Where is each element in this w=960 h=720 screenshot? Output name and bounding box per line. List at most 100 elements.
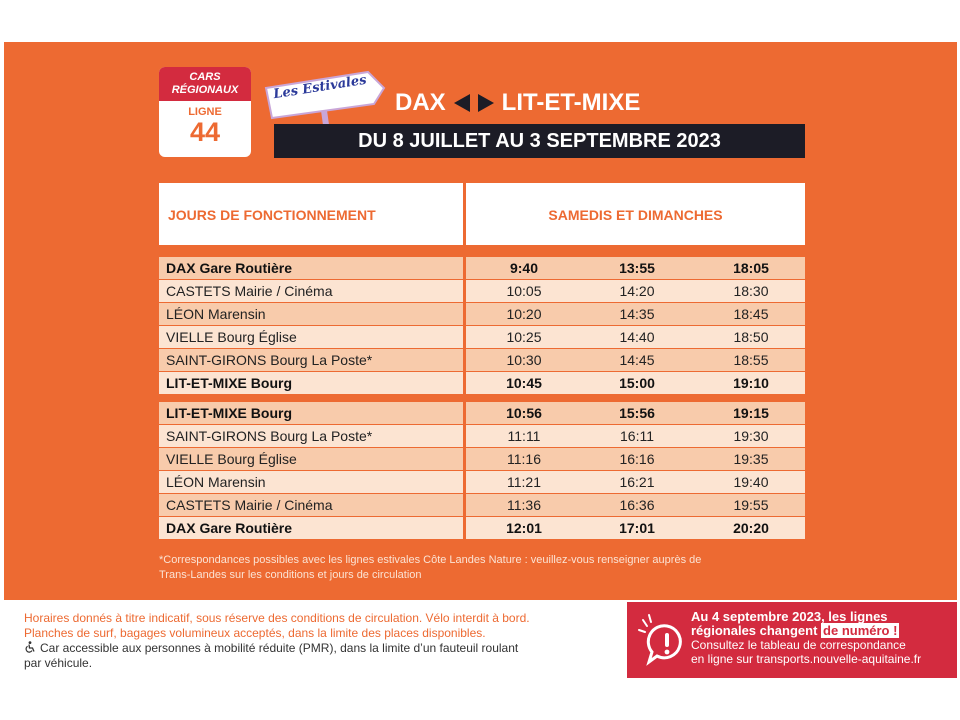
times-cell: 9:40 13:55 18:05 <box>466 257 805 279</box>
ligne-number: 44 <box>189 117 221 147</box>
stop-name: DAX Gare Routière <box>159 257 463 279</box>
stop-name: SAINT-GIRONS Bourg La Poste* <box>159 349 463 371</box>
time-value: 16:16 <box>619 451 655 467</box>
time-value: 15:56 <box>619 405 655 421</box>
pmr-info: Car accessible aux personnes à mobilité … <box>24 641 584 656</box>
times-cell: 10:20 14:35 18:45 <box>466 303 805 325</box>
table-row: DAX Gare Routière 12:01 17:01 20:20 <box>159 517 805 539</box>
times-cell: 11:16 16:16 19:35 <box>466 448 805 470</box>
table-row: LÉON Marensin 10:20 14:35 18:45 <box>159 303 805 325</box>
time-value: 11:36 <box>507 497 541 513</box>
table-row: VIELLE Bourg Église 10:25 14:40 18:50 <box>159 326 805 348</box>
time-value: 18:05 <box>733 260 769 276</box>
time-value: 17:01 <box>619 520 655 536</box>
time-value: 10:56 <box>506 405 542 421</box>
time-value: 9:40 <box>509 260 539 276</box>
time-value: 14:20 <box>619 283 655 299</box>
period-banner: DU 8 JUILLET AU 3 SEPTEMBRE 2023 <box>274 124 805 158</box>
badge-line2: RÉGIONAUX <box>171 84 239 96</box>
time-value: 19:30 <box>733 428 769 444</box>
route-to: LIT-ET-MIXE <box>501 89 641 116</box>
table-row: LIT-ET-MIXE Bourg 10:56 15:56 19:15 <box>159 402 805 424</box>
time-value: 16:21 <box>619 474 655 490</box>
table-row: LÉON Marensin 11:21 16:21 19:40 <box>159 471 805 493</box>
route-title: DAX LIT-ET-MIXE <box>395 88 640 118</box>
footnote-line1: *Correspondances possibles avec les lign… <box>159 554 702 566</box>
time-value: 14:45 <box>619 352 655 368</box>
alert-highlight: de numéro ! <box>821 623 900 638</box>
alert-bold1: Au 4 septembre 2023, les lignes <box>691 609 888 624</box>
stop-name: DAX Gare Routière <box>159 517 463 539</box>
stop-name: LÉON Marensin <box>159 303 463 325</box>
table-row: CASTETS Mairie / Cinéma 10:05 14:20 18:3… <box>159 280 805 302</box>
header-cell-days: JOURS DE FONCTIONNEMENT <box>159 183 463 245</box>
stop-name: VIELLE Bourg Église <box>159 448 463 470</box>
bidirectional-arrow-icon <box>453 94 494 112</box>
times-cell: 12:01 17:01 20:20 <box>466 517 805 539</box>
table-row: CASTETS Mairie / Cinéma 11:36 16:36 19:5… <box>159 494 805 516</box>
info-line1: Horaires donnés à titre indicatif, sous … <box>24 611 530 625</box>
time-value: 16:36 <box>619 497 655 513</box>
time-value: 10:45 <box>506 375 542 391</box>
times-cell: 10:30 14:45 18:55 <box>466 349 805 371</box>
alert-bold2: régionales changent <box>691 623 818 638</box>
time-value: 11:21 <box>507 474 541 490</box>
time-value: 12:01 <box>506 520 542 536</box>
pmr-line1: Car accessible aux personnes à mobilité … <box>40 641 519 655</box>
time-value: 10:20 <box>506 306 542 322</box>
time-value: 20:20 <box>733 520 769 536</box>
badge-header: CARS RÉGIONAUX <box>159 67 251 101</box>
table-row: LIT-ET-MIXE Bourg 10:45 15:00 19:10 <box>159 372 805 394</box>
header-weekend-label: SAMEDIS ET DIMANCHES <box>548 207 723 223</box>
times-cell: 10:05 14:20 18:30 <box>466 280 805 302</box>
time-value: 11:11 <box>507 428 541 444</box>
time-value: 14:35 <box>619 306 655 322</box>
badge-line1: CARS <box>189 71 221 83</box>
alert-bold2-line: régionales changent de numéro ! <box>691 623 953 638</box>
time-value: 10:05 <box>506 283 542 299</box>
stop-name: LIT-ET-MIXE Bourg <box>159 402 463 424</box>
time-value: 14:40 <box>619 329 655 345</box>
time-value: 19:35 <box>733 451 769 467</box>
pmr-line2: par véhicule. <box>24 656 93 670</box>
table-row: VIELLE Bourg Église 11:16 16:16 19:35 <box>159 448 805 470</box>
footnote-line2: Trans-Landes sur les conditions et jours… <box>159 569 422 581</box>
stop-name: CASTETS Mairie / Cinéma <box>159 280 463 302</box>
table-row: DAX Gare Routière 9:40 13:55 18:05 <box>159 257 805 279</box>
alert-text: Au 4 septembre 2023, les lignes régional… <box>691 609 953 667</box>
time-value: 16:11 <box>620 428 654 444</box>
header-days-label: JOURS DE FONCTIONNEMENT <box>168 207 376 223</box>
stop-name: VIELLE Bourg Église <box>159 326 463 348</box>
time-value: 19:10 <box>733 375 769 391</box>
time-value: 18:55 <box>733 352 769 368</box>
time-value: 15:00 <box>619 375 655 391</box>
stop-name: SAINT-GIRONS Bourg La Poste* <box>159 425 463 447</box>
time-value: 10:30 <box>506 352 542 368</box>
time-value: 13:55 <box>619 260 655 276</box>
time-value: 10:25 <box>506 329 542 345</box>
footnote: *Correspondances possibles avec les lign… <box>159 553 809 583</box>
time-value: 18:50 <box>733 329 769 345</box>
time-value: 19:55 <box>733 497 769 513</box>
info-line2: Planches de surf, bagages volumineux acc… <box>24 626 486 640</box>
line-badge: CARS RÉGIONAUX LIGNE 44 <box>159 67 251 157</box>
alert-line4: en ligne sur transports.nouvelle-aquitai… <box>691 652 922 666</box>
table-row: SAINT-GIRONS Bourg La Poste* 10:30 14:45… <box>159 349 805 371</box>
header-cell-weekend: SAMEDIS ET DIMANCHES <box>466 183 805 245</box>
times-cell: 10:56 15:56 19:15 <box>466 402 805 424</box>
route-from: DAX <box>395 89 446 116</box>
time-value: 18:30 <box>733 283 769 299</box>
wheelchair-icon <box>25 641 35 653</box>
alert-line3: Consultez le tableau de correspondance <box>691 638 906 652</box>
ligne-label: LIGNE <box>188 106 222 118</box>
time-value: 11:16 <box>507 451 541 467</box>
times-cell: 11:36 16:36 19:55 <box>466 494 805 516</box>
times-cell: 10:25 14:40 18:50 <box>466 326 805 348</box>
times-cell: 10:45 15:00 19:10 <box>466 372 805 394</box>
stop-name: CASTETS Mairie / Cinéma <box>159 494 463 516</box>
travel-info: Horaires donnés à titre indicatif, sous … <box>24 611 584 671</box>
number-change-alert: Au 4 septembre 2023, les lignes régional… <box>627 602 957 678</box>
times-cell: 11:21 16:21 19:40 <box>466 471 805 493</box>
exclamation-speech-bubble-icon <box>638 614 682 666</box>
time-value: 19:15 <box>733 405 769 421</box>
